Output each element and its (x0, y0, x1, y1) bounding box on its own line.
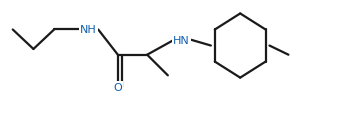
Text: O: O (113, 82, 122, 92)
Text: NH: NH (80, 25, 97, 35)
Text: HN: HN (173, 36, 190, 45)
